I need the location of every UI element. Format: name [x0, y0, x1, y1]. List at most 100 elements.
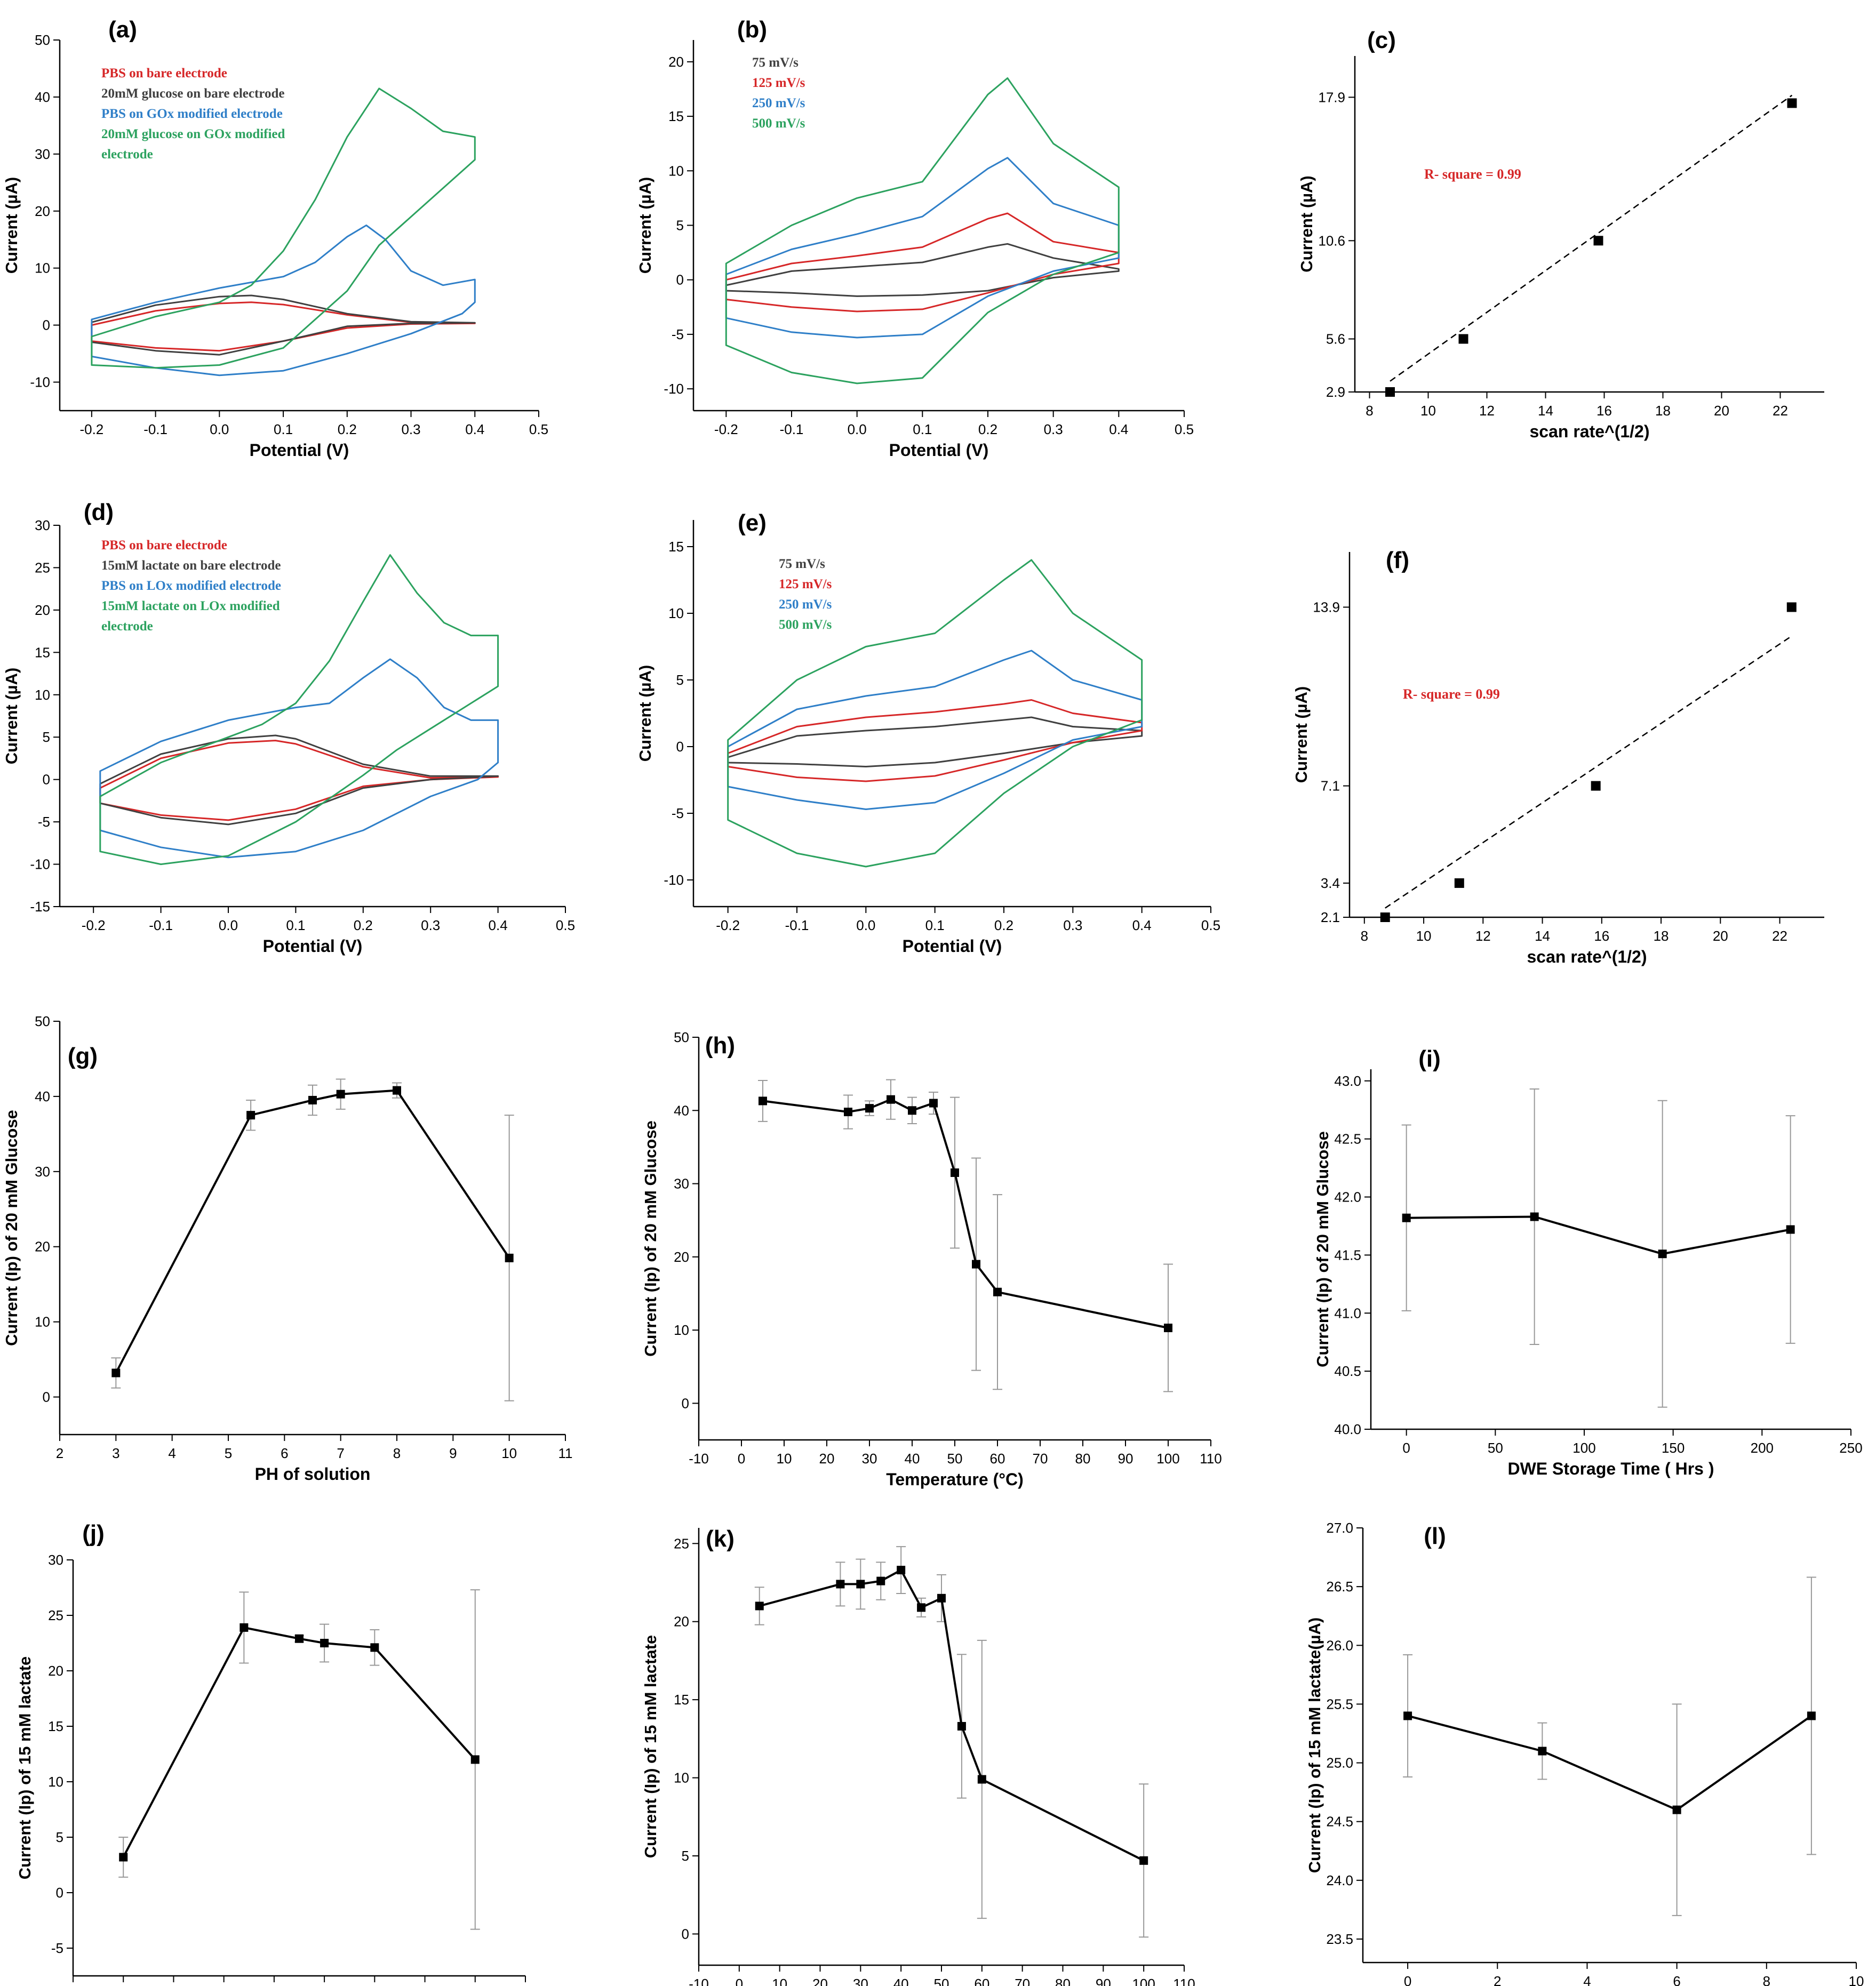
y-axis-title: Current (µA) — [636, 665, 654, 762]
legend-entry: 125 mV/s — [752, 76, 805, 90]
x-tick-label: 0.2 — [978, 421, 997, 437]
legend-entry: 250 mV/s — [752, 96, 805, 110]
data-line — [1406, 1215, 1791, 1255]
y-tick-label: 30 — [35, 1164, 50, 1180]
y-tick-label: 20 — [668, 54, 684, 70]
data-point — [470, 1755, 480, 1764]
x-tick-label: 110 — [1173, 1976, 1195, 1986]
series-line-4 — [725, 77, 1120, 385]
series-line-1 — [725, 243, 1120, 297]
x-tick-label: 250 — [1839, 1440, 1862, 1456]
legend-entry: electrode — [101, 619, 153, 634]
data-point — [1530, 1212, 1539, 1221]
chart-panel-f: 8 10 12 14 16 18 20 22 2.1 3.4 7.1 13.9 scan rate^(1… — [1292, 547, 1824, 966]
x-tick-label: 18 — [1655, 403, 1671, 419]
data-point — [336, 1090, 345, 1099]
x-tick-label: 60 — [990, 1451, 1005, 1467]
x-tick-label: 40 — [893, 1976, 909, 1986]
y-tick-label: 40 — [35, 1088, 50, 1104]
x-tick-label: 0.0 — [210, 421, 229, 437]
legend-entry: 20mM glucose on GOx modified — [101, 127, 285, 141]
x-tick-label: 8 — [1361, 928, 1368, 944]
y-tick-label: 27.0 — [1326, 1520, 1353, 1536]
r-square-annotation: R- square = 0.99 — [1403, 686, 1500, 702]
data-line — [759, 1568, 1145, 1862]
y-tick-label: 10 — [35, 260, 50, 276]
legend-entry: PBS on GOx modified electrode — [101, 107, 283, 121]
x-tick-label: 110 — [1200, 1451, 1222, 1467]
x-tick-label: 10 — [777, 1451, 792, 1467]
data-point — [856, 1580, 865, 1589]
legend-entry: 250 mV/s — [779, 597, 832, 612]
data-point — [972, 1260, 980, 1269]
y-tick-label: 50 — [35, 1013, 50, 1029]
data-point — [1385, 387, 1395, 397]
panel-label: (l) — [1424, 1523, 1446, 1549]
x-tick-label: 4 — [168, 1445, 175, 1461]
data-point — [1403, 1711, 1412, 1720]
data-point — [1454, 878, 1464, 888]
panel-label: (j) — [82, 1520, 105, 1547]
series-line-2 — [99, 734, 499, 826]
data-point — [1380, 912, 1390, 922]
x-tick-label: 0.1 — [274, 421, 293, 437]
x-tick-label: -0.1 — [143, 421, 167, 437]
series-line-4 — [99, 554, 499, 866]
legend-entry: 75 mV/s — [752, 55, 799, 70]
y-tick-label: 40 — [674, 1102, 689, 1118]
data-point — [246, 1111, 256, 1120]
chart-panel-c: 8 10 12 14 16 18 20 22 2.9 5.6 10.6 17.9 scan rate^(… — [1297, 27, 1824, 441]
y-tick-label: 2.1 — [1321, 909, 1340, 925]
data-point — [1591, 781, 1601, 791]
data-point — [1658, 1250, 1667, 1259]
data-line — [762, 1098, 1169, 1329]
x-tick-label: 12 — [1475, 928, 1491, 944]
x-tick-label: 9 — [449, 1445, 457, 1461]
x-tick-label: 150 — [1662, 1440, 1685, 1456]
x-tick-label: 50 — [934, 1976, 949, 1986]
y-tick-label: 41.5 — [1334, 1247, 1361, 1263]
x-tick-label: 100 — [1572, 1440, 1595, 1456]
y-tick-label: 42.5 — [1334, 1131, 1361, 1147]
legend-entry: 500 mV/s — [779, 618, 832, 632]
y-tick-label: 0 — [43, 1389, 50, 1405]
data-point — [865, 1104, 874, 1113]
y-tick-label: 25.5 — [1326, 1696, 1353, 1712]
x-axis-title: PH of solution — [255, 1464, 371, 1484]
x-tick-label: 16 — [1594, 928, 1609, 944]
x-tick-label: 90 — [1118, 1451, 1133, 1467]
y-tick-label: 15 — [35, 644, 50, 660]
y-tick-label: 50 — [674, 1029, 689, 1045]
y-tick-label: 3.4 — [1321, 875, 1340, 891]
x-tick-label: 3 — [112, 1445, 119, 1461]
y-tick-label: 17.9 — [1318, 89, 1345, 105]
y-axis-title: Current (µA) — [1292, 686, 1311, 783]
y-tick-label: 20 — [35, 1239, 50, 1255]
y-tick-label: 0 — [682, 1926, 689, 1942]
x-tick-label: 0.1 — [913, 421, 932, 437]
data-point — [759, 1096, 767, 1106]
panel-label: (f) — [1386, 547, 1409, 573]
y-tick-label: 5 — [676, 218, 684, 234]
panel-label: (d) — [84, 499, 114, 525]
legend-entry: 500 mV/s — [752, 116, 805, 131]
y-tick-label: 10.6 — [1318, 233, 1345, 249]
x-axis-title: DWE Storage Time ( Hrs ) — [1507, 1459, 1714, 1478]
x-tick-label: 0.4 — [489, 917, 508, 933]
x-tick-label: 0 — [1404, 1973, 1411, 1986]
x-tick-label: 60 — [974, 1976, 989, 1986]
y-tick-label: 40.5 — [1334, 1363, 1361, 1379]
data-point — [836, 1580, 845, 1589]
x-tick-label: 10 — [1420, 403, 1436, 419]
x-tick-label: 20 — [1714, 403, 1729, 419]
data-point — [755, 1601, 764, 1611]
y-tick-label: 40.0 — [1334, 1421, 1361, 1437]
y-tick-label: 5 — [676, 672, 684, 688]
legend-entry: PBS on bare electrode — [101, 66, 227, 81]
panel-label: (e) — [738, 510, 767, 536]
y-tick-label: 7.1 — [1321, 778, 1340, 794]
y-tick-label: -10 — [30, 856, 50, 872]
y-tick-label: 0 — [56, 1885, 63, 1901]
fit-line — [1390, 94, 1793, 382]
x-axis-title: Potential (V) — [263, 936, 363, 956]
